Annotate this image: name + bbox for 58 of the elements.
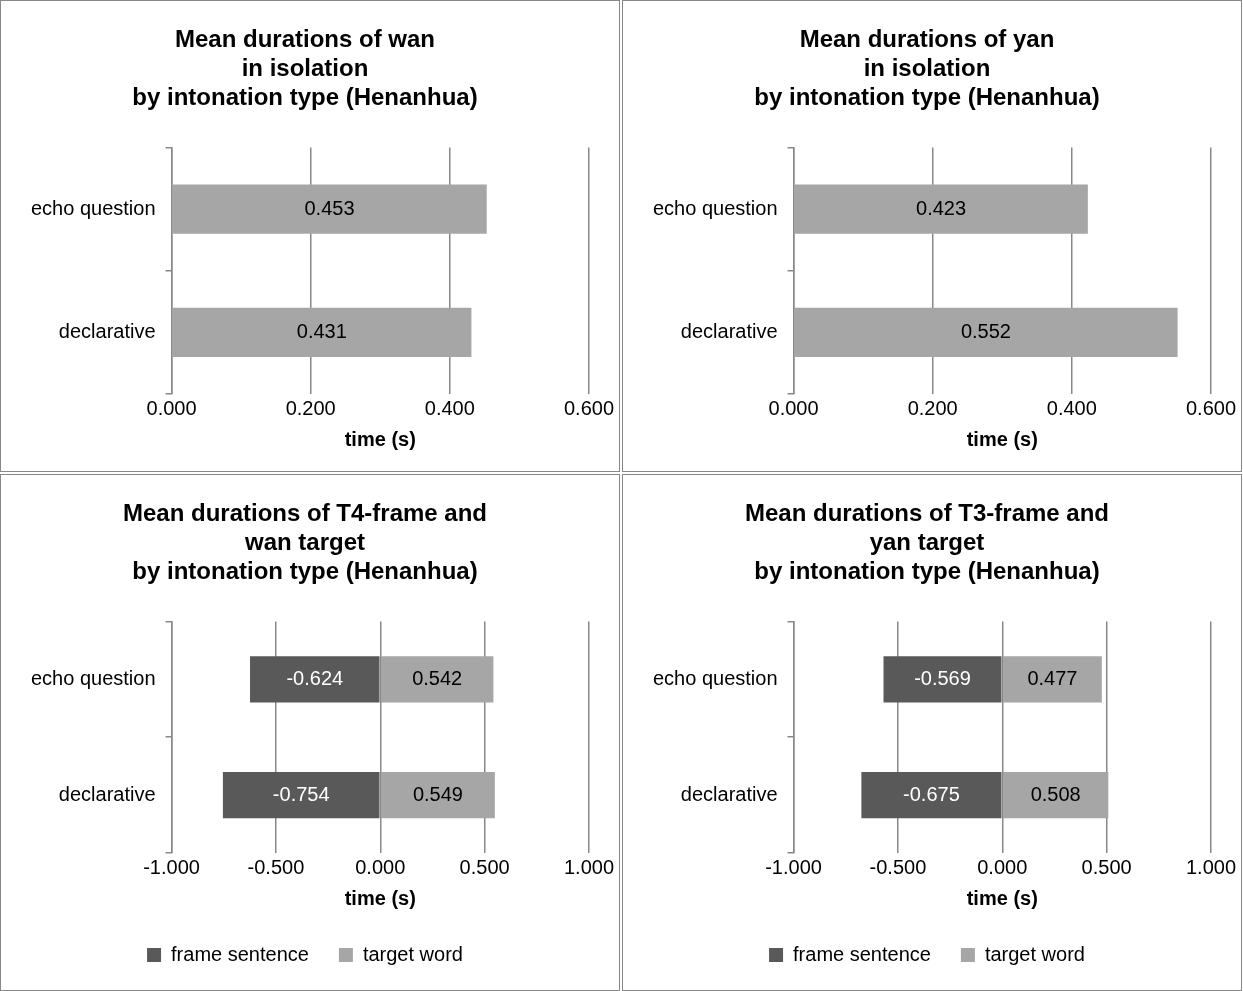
data-label: 0.477 [1027,666,1078,689]
data-label: -0.569 [914,666,971,689]
x-tick-label: -0.500 [247,855,305,878]
y-tick-label: declarative [680,319,778,342]
x-tick-label: 0.600 [563,396,615,419]
bar [883,656,1002,703]
y-tick-label: echo question [652,666,778,689]
x-tick-label: 1.000 [1185,855,1237,878]
x-tick-label: 0.500 [459,855,510,878]
x-tick-label: 0.200 [285,396,336,419]
data-label: 0.542 [412,666,463,689]
bar [381,656,494,703]
x-tick-label: 0.000 [768,396,819,419]
legend-label: target word [362,942,463,965]
bar [1003,656,1102,703]
y-tick-label: declarative [680,782,778,805]
y-tick-label: declarative [58,782,156,805]
x-tick-label: 0.000 [977,855,1028,878]
data-label: 0.552 [960,319,1011,342]
data-label: 0.431 [296,319,347,342]
bar [222,771,380,819]
bar [381,771,495,819]
x-tick-label: -0.500 [869,855,927,878]
x-axis-title: time (s) [344,886,416,909]
data-label: 0.549 [412,782,463,805]
bar [1003,771,1109,819]
chart-title: Mean durations of wan in isolation by intonation type (Henanhua) [132,25,478,110]
x-tick-label: 0.600 [1185,396,1237,419]
x-tick-label: 0.500 [1081,855,1132,878]
chart-title: Mean durations of T4-frame and wan target by intonation type (Henanhua) [122,499,488,584]
x-tick-label: 0.000 [355,855,406,878]
x-axis-title: time (s) [966,427,1038,450]
y-tick-label: echo question [30,666,156,689]
legend-label: target word [984,942,1085,965]
y-tick-label: echo question [652,196,778,219]
data-label: -0.624 [286,666,344,689]
x-tick-label: 1.000 [563,855,615,878]
legend-label: frame sentence [171,942,309,965]
data-label: 0.508 [1030,782,1081,805]
x-tick-label: -1.000 [765,855,822,878]
bar [861,771,1002,819]
chart-title: Mean durations of yan in isolation by intonation type (Henanhua) [754,25,1100,110]
x-tick-label: 0.400 [1046,396,1097,419]
x-axis-title: time (s) [344,427,416,450]
data-label: 0.453 [304,196,355,219]
data-label: -0.675 [903,782,960,805]
x-tick-label: 0.200 [907,396,958,419]
legend-label: frame sentence [793,942,931,965]
x-tick-label: -1.000 [143,855,200,878]
bar [250,656,380,703]
y-tick-label: echo question [30,196,156,219]
x-axis-title: time (s) [966,886,1038,909]
data-label: 0.423 [916,196,967,219]
data-label: -0.754 [272,782,330,805]
x-tick-label: 0.400 [424,396,475,419]
chart-title: Mean durations of T3-frame and yan target by intonation type (Henanhua) [744,499,1110,584]
x-tick-label: 0.000 [146,396,197,419]
y-tick-label: declarative [58,319,156,342]
